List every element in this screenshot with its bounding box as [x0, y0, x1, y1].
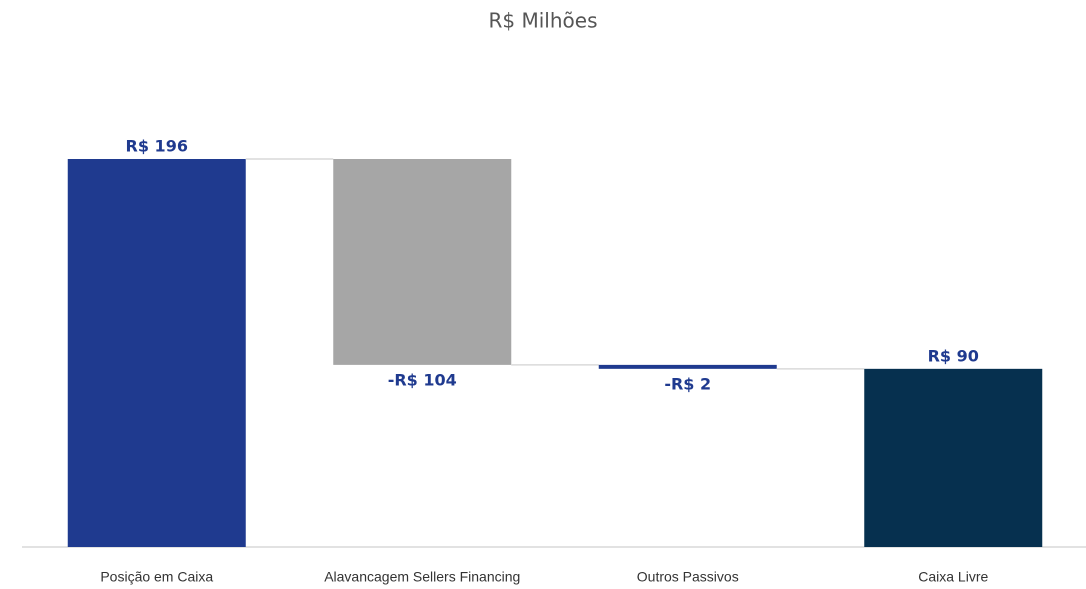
chart-title: R$ Milhões — [489, 9, 598, 33]
x-tick-label: Posição em Caixa — [100, 569, 213, 585]
value-label: -R$ 104 — [388, 370, 457, 389]
value-label: -R$ 2 — [664, 374, 711, 393]
bar — [598, 364, 777, 369]
value-label: R$ 196 — [126, 137, 188, 156]
value-label: R$ 90 — [928, 346, 979, 365]
x-tick-label: Caixa Livre — [918, 569, 988, 585]
x-tick-label: Alavancagem Sellers Financing — [324, 569, 520, 585]
bar — [67, 159, 246, 547]
x-tick-label: Outros Passivos — [637, 569, 739, 585]
bar — [333, 159, 512, 365]
bar — [864, 368, 1043, 547]
